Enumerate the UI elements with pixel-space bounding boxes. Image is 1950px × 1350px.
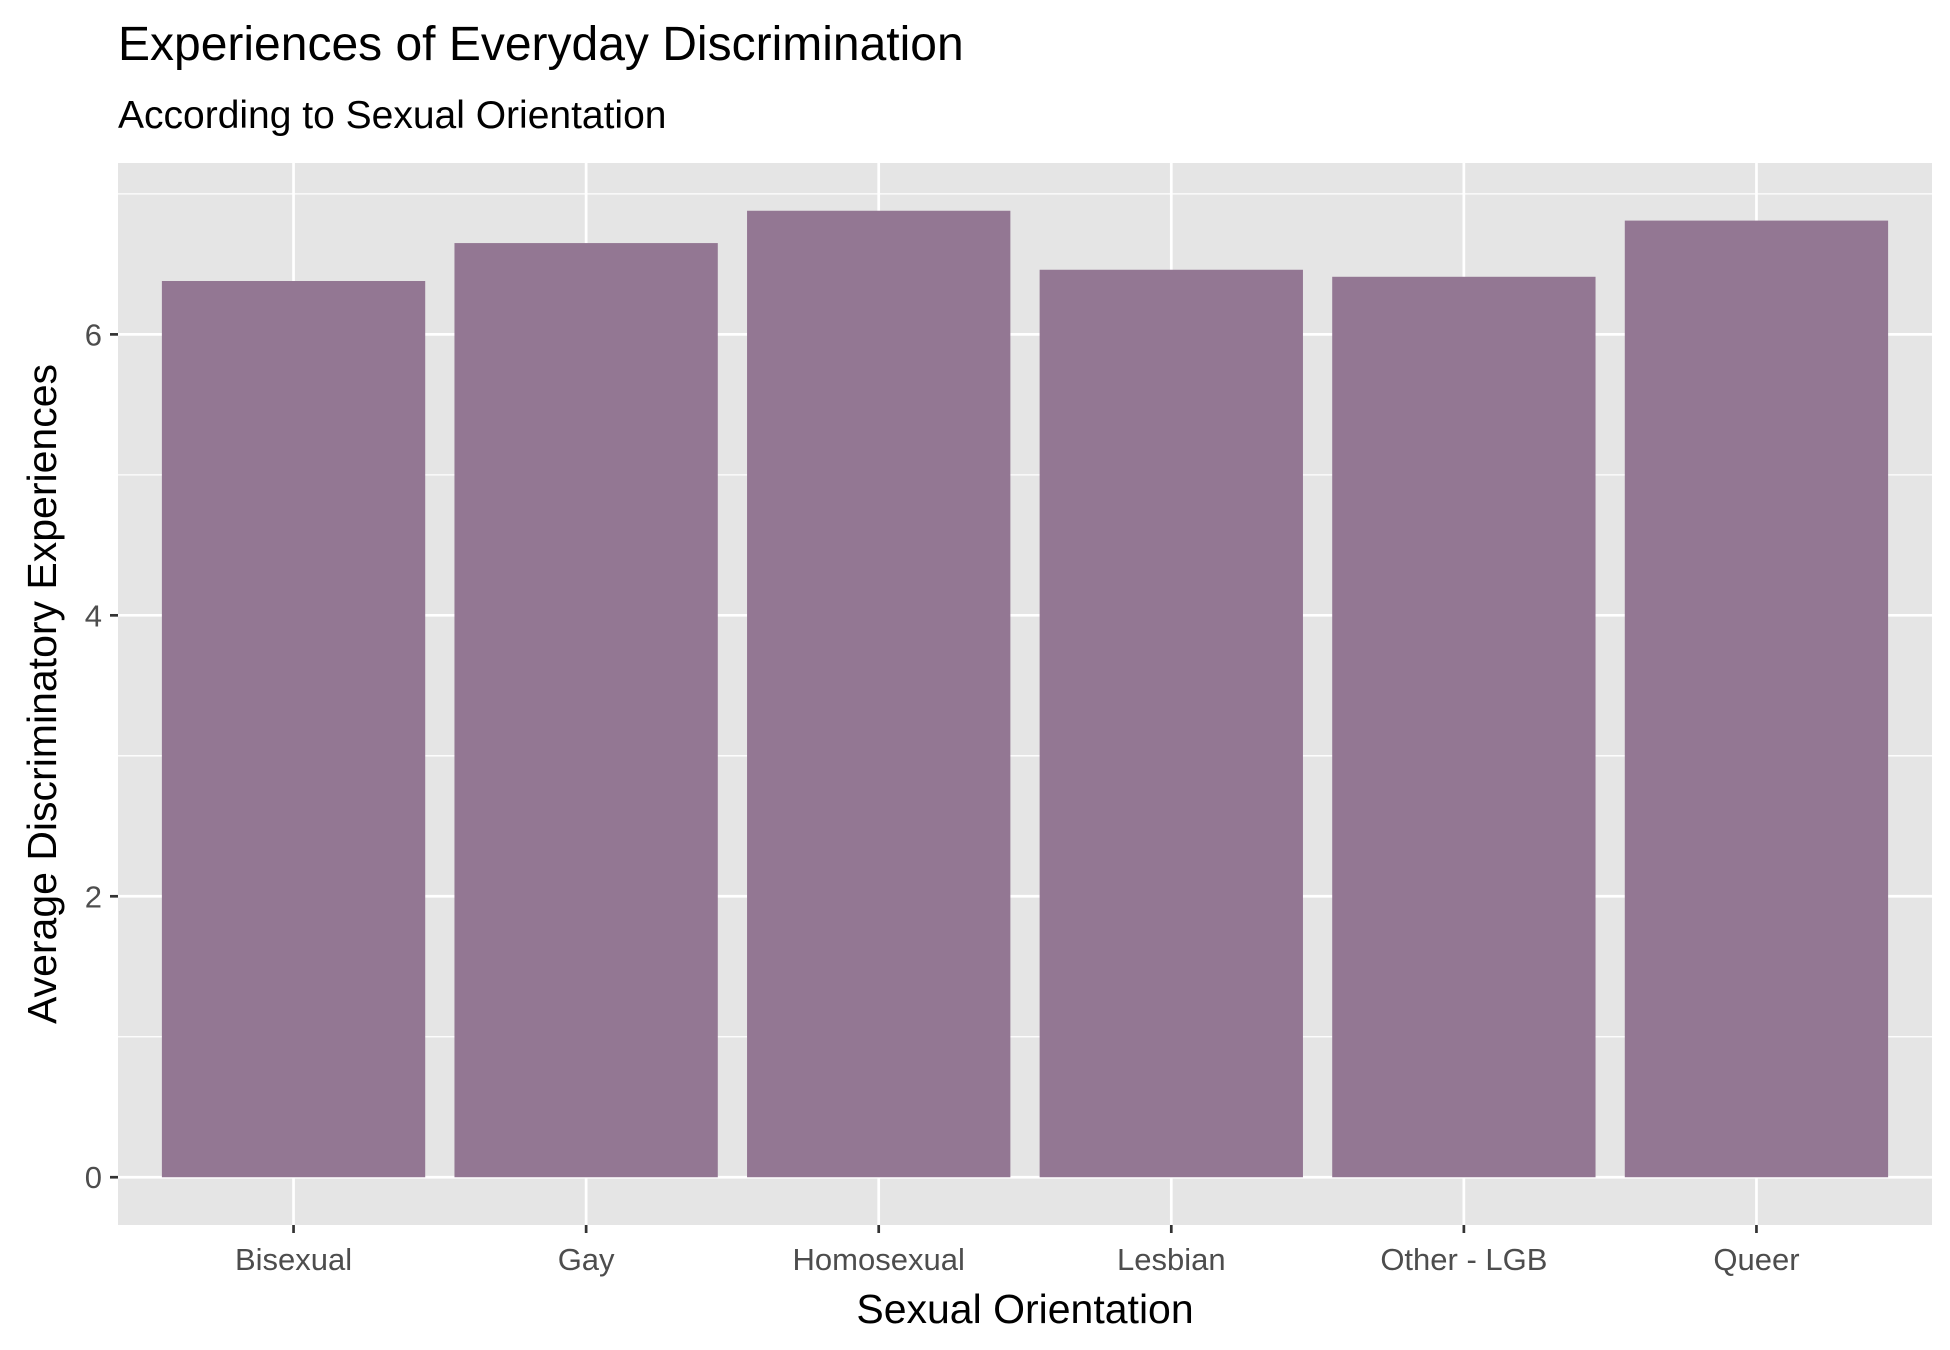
x-tick-label: Homosexual — [793, 1242, 965, 1277]
bar-queer — [1624, 220, 1889, 1178]
y-axis-title: Average Discriminatory Experiences — [19, 364, 65, 1024]
y-tick-label: 6 — [85, 317, 102, 352]
chart-title: Experiences of Everyday Discrimination — [118, 18, 964, 71]
bar-bisexual — [161, 281, 426, 1178]
bars — [161, 210, 1889, 1178]
x-tick-label: Other - LGB — [1380, 1242, 1547, 1277]
y-tick-label: 2 — [85, 879, 102, 914]
x-axis-title: Sexual Orientation — [856, 1286, 1193, 1332]
bar-homosexual — [747, 210, 1011, 1178]
y-tick-label: 4 — [85, 598, 102, 633]
x-axis: Bisexual Gay Homosexual Lesbian Other - LGB Q… — [235, 1225, 1800, 1277]
y-tick-label: 0 — [85, 1160, 102, 1195]
bar-other-lgb — [1332, 276, 1596, 1178]
x-tick-label: Queer — [1713, 1242, 1799, 1277]
chart-subtitle: According to Sexual Orientation — [118, 94, 666, 137]
x-tick-label: Bisexual — [235, 1242, 352, 1277]
bar-lesbian — [1039, 269, 1303, 1178]
y-axis: 0 2 4 6 — [85, 317, 118, 1195]
bar-gay — [454, 243, 718, 1178]
x-tick-label: Lesbian — [1117, 1242, 1226, 1277]
x-tick-label: Gay — [558, 1242, 615, 1277]
